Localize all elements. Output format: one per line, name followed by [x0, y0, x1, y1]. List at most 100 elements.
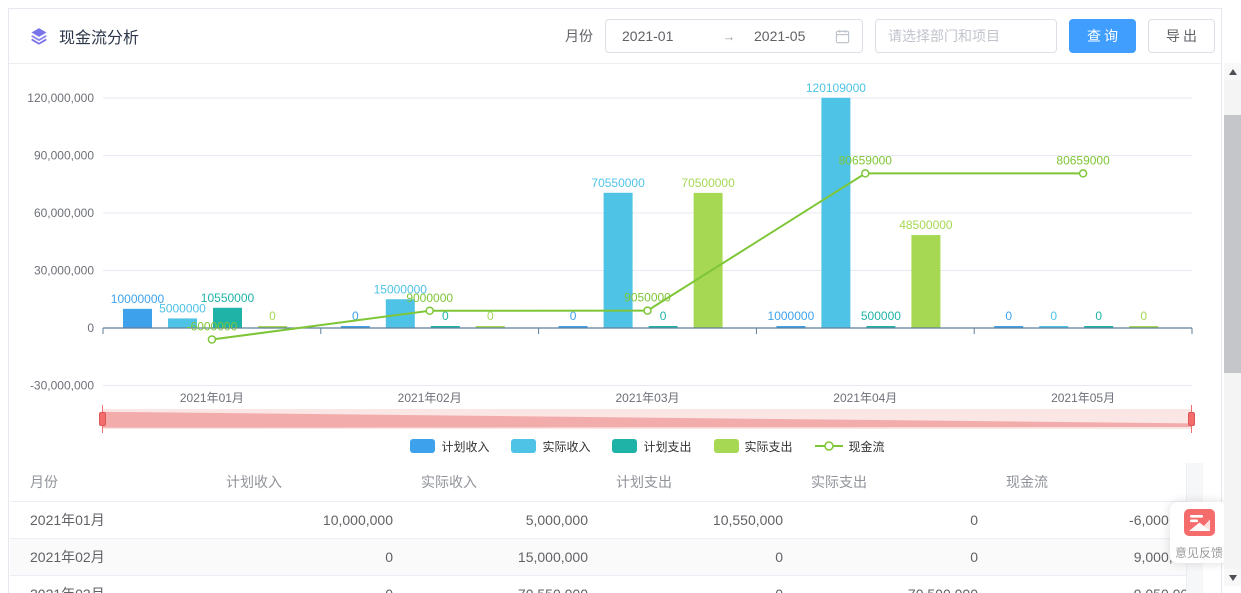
triangle-up-icon	[1228, 68, 1237, 75]
page-title: 现金流分析	[59, 30, 140, 47]
table-cell: 0	[791, 501, 986, 539]
y-axis-label: -30,000,000	[30, 379, 94, 393]
bar-实际收入[interactable]	[168, 318, 197, 328]
legend-item-现金流[interactable]: 现金流	[814, 438, 885, 455]
table-cell: 9,050,000	[986, 575, 1186, 593]
bar-value-label: 500000	[861, 309, 901, 323]
export-button[interactable]: 导出	[1148, 19, 1215, 53]
bar-计划收入[interactable]	[340, 326, 370, 328]
bar-计划收入[interactable]	[776, 326, 806, 328]
bar-value-label: 15000000	[374, 282, 428, 296]
datazoom-right-handle[interactable]	[1187, 405, 1196, 433]
date-range-end[interactable]: 2021-05	[754, 28, 806, 44]
page-header: 现金流分析 月份 2021-01 → 2021-05 查询 导出	[9, 9, 1221, 64]
scroll-down-button[interactable]	[1224, 569, 1241, 586]
bar-value-label: 0	[442, 309, 449, 323]
feedback-label: 意见反馈	[1174, 546, 1223, 560]
line-value-label: -6000000	[187, 320, 238, 334]
legend-item-计划收入[interactable]: 计划收入	[410, 438, 489, 455]
bar-实际支出[interactable]	[1129, 326, 1159, 328]
bar-value-label: 70550000	[591, 176, 645, 190]
main-panel: 现金流分析 月份 2021-01 → 2021-05 查询 导出	[8, 8, 1222, 593]
column-header-6: 现金流	[986, 463, 1186, 502]
column-header-5: 实际支出	[791, 463, 986, 502]
line-value-label: 9000000	[406, 291, 453, 305]
legend-label: 计划收入	[441, 439, 490, 454]
page-scrollbar[interactable]	[1224, 63, 1241, 586]
legend-item-计划支出[interactable]: 计划支出	[612, 438, 692, 455]
cashflow-table: 月份 计划收入 实际收入 计划支出 实际支出 现金流 2021年01月 10,000,000…	[10, 463, 1186, 593]
line-value-label: 80659000	[1056, 153, 1110, 167]
table-cell: 0	[596, 575, 791, 593]
scrollbar-thumb[interactable]	[1224, 115, 1241, 373]
line-value-label: 9050000	[624, 291, 671, 305]
line-marker[interactable]	[643, 306, 652, 315]
legend-label: 实际收入	[542, 439, 591, 454]
bar-实际支出[interactable]	[475, 326, 505, 328]
line-marker[interactable]	[861, 169, 870, 178]
feedback-button[interactable]: 意见反馈	[1170, 502, 1228, 563]
bar-计划收入[interactable]	[123, 308, 152, 328]
y-axis-label: 30,000,000	[34, 264, 94, 278]
table-cell: 9,000,000	[986, 538, 1186, 576]
line-marker[interactable]	[425, 306, 434, 315]
table-row: 2021年01月 10,000,000 5,000,000 10,550,000 0 -6…	[10, 501, 1186, 539]
bar-实际收入[interactable]	[603, 192, 633, 328]
cashflow-chart: 120,000,000 90,000,000 60,000,000 30,000,00…	[27, 81, 1193, 405]
column-header-4: 计划支出	[596, 463, 791, 502]
bar-value-label: 10550000	[201, 291, 255, 305]
legend-item-实际收入[interactable]: 实际收入	[511, 438, 590, 455]
line-marker[interactable]	[207, 335, 217, 344]
range-arrow-icon: →	[722, 28, 736, 44]
line-marker[interactable]	[1078, 169, 1088, 178]
bar-实际收入[interactable]	[821, 97, 851, 329]
bar-实际支出[interactable]	[911, 235, 941, 328]
table-cell: 10,550,000	[596, 501, 791, 539]
layers-icon	[29, 26, 49, 46]
bar-value-label: 0	[487, 309, 494, 323]
legend-line-icon	[814, 439, 843, 453]
bar-value-label: 0	[1095, 309, 1102, 323]
legend-item-实际支出[interactable]: 实际支出	[713, 438, 793, 455]
bar-计划收入[interactable]	[994, 326, 1024, 328]
x-axis-label: 2021年05月	[1051, 391, 1115, 405]
bar-value-label: 48500000	[899, 218, 953, 232]
date-range-start[interactable]: 2021-01	[622, 28, 674, 44]
table-cell: 2021年01月	[10, 501, 206, 539]
bar-value-label: 0	[269, 309, 276, 323]
bar-value-label: 5000000	[159, 301, 206, 315]
bar-计划收入[interactable]	[558, 326, 588, 328]
mail-icon	[1183, 509, 1215, 541]
bar-实际收入[interactable]	[1039, 326, 1069, 328]
table-cell: -6,000,000	[986, 501, 1186, 539]
bar-计划支出[interactable]	[430, 326, 460, 328]
query-button[interactable]: 查询	[1069, 19, 1136, 53]
y-axis-label: 90,000,000	[34, 149, 94, 163]
dept-project-input[interactable]	[875, 19, 1057, 53]
bar-实际支出[interactable]	[693, 192, 723, 328]
legend-swatch	[612, 439, 638, 453]
triangle-down-icon	[1228, 574, 1237, 581]
bar-value-label: 0	[1050, 309, 1057, 323]
bar-实际支出[interactable]	[258, 326, 287, 328]
x-axis-label: 2021年03月	[615, 391, 679, 405]
bar-value-label: 120109000	[806, 81, 866, 95]
bar-计划支出[interactable]	[866, 326, 896, 328]
legend-swatch	[410, 439, 436, 453]
calendar-icon	[835, 29, 850, 44]
table-cell: 15,000,000	[401, 538, 596, 576]
x-axis-label: 2021年01月	[180, 391, 244, 405]
bar-计划支出[interactable]	[213, 307, 242, 328]
bar-计划支出[interactable]	[1084, 326, 1114, 328]
bar-value-label: 0	[352, 309, 359, 323]
bar-计划支出[interactable]	[648, 326, 678, 328]
bar-value-label: 0	[660, 309, 667, 323]
table-cell: 10,000,000	[206, 501, 401, 539]
datazoom-slider[interactable]	[99, 405, 1195, 433]
datazoom-left-handle[interactable]	[98, 405, 107, 433]
column-header-3: 实际收入	[401, 463, 596, 502]
date-range-picker[interactable]: 2021-01 → 2021-05	[605, 19, 863, 53]
scroll-up-button[interactable]	[1224, 63, 1241, 80]
